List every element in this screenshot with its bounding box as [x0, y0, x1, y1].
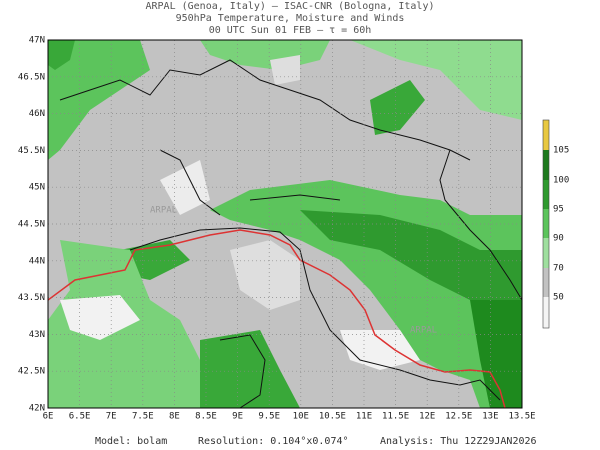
lat-tick-label: 46.5N: [18, 72, 45, 82]
header-line: 950hPa Temperature, Moisture and Winds: [176, 13, 405, 24]
lon-tick-label: 8.5E: [195, 412, 217, 422]
lon-tick-label: 11E: [356, 412, 372, 422]
lat-tick-label: 43.5N: [18, 293, 45, 303]
footer-resolution: Resolution: 0.104°x0.074°: [198, 436, 349, 447]
colorbar-label: 50: [553, 293, 564, 303]
lat-tick-label: 42.5N: [18, 367, 45, 377]
lon-tick-label: 6.5E: [69, 412, 91, 422]
lon-tick-label: 8E: [169, 412, 180, 422]
header-line: 00 UTC Sun 01 FEB – τ = 60h: [209, 25, 372, 36]
map-field: [48, 40, 522, 408]
watermark: ARPAL: [150, 206, 177, 216]
lon-tick-label: 10.5E: [319, 412, 346, 422]
lon-tick-label: 10E: [293, 412, 309, 422]
lat-tick-label: 45N: [29, 183, 45, 193]
lat-tick-label: 46N: [29, 109, 45, 119]
footer-analysis: Analysis: Thu 12Z29JAN2026: [380, 436, 537, 447]
colorbar-label: 105: [553, 146, 569, 156]
lon-tick-label: 9.5E: [258, 412, 280, 422]
lon-tick-label: 7E: [106, 412, 117, 422]
lat-tick-label: 45.5N: [18, 146, 45, 156]
lon-tick-label: 12E: [419, 412, 435, 422]
header-line: ARPAL (Genoa, Italy) – ISAC-CNR (Bologna…: [146, 1, 435, 12]
colorbar-label: 90: [553, 234, 564, 244]
colorbar-labels: 105 100 95 90 70 50: [553, 146, 569, 303]
lon-tick-label: 13E: [482, 412, 498, 422]
lon-tick-label: 6E: [43, 412, 54, 422]
lon-tick-label: 7.5E: [132, 412, 154, 422]
colorbar: [542, 119, 550, 329]
colorbar-label: 100: [553, 176, 569, 186]
lat-tick-label: 44N: [29, 256, 45, 266]
lat-tick-label: 44.5N: [18, 220, 45, 230]
colorbar-label: 95: [553, 205, 564, 215]
map-frame: [47, 39, 523, 409]
lon-tick-label: 11.5E: [382, 412, 409, 422]
graticule: 6E 6.5E 7E 7.5E 8E 8.5E 9E 9.5E 10E 10.5E 11E 11.5E…: [18, 36, 536, 422]
watermark: ARPAL: [410, 326, 437, 336]
lon-tick-label: 12.5E: [445, 412, 472, 422]
lat-tick-label: 42N: [29, 404, 45, 414]
lat-tick-label: 47N: [29, 36, 45, 46]
footer-model: Model: bolam: [95, 436, 167, 447]
lon-tick-label: 13.5E: [508, 412, 535, 422]
lat-tick-label: 43N: [29, 330, 45, 340]
colorbar-label: 70: [553, 264, 564, 274]
lon-tick-label: 9E: [232, 412, 243, 422]
